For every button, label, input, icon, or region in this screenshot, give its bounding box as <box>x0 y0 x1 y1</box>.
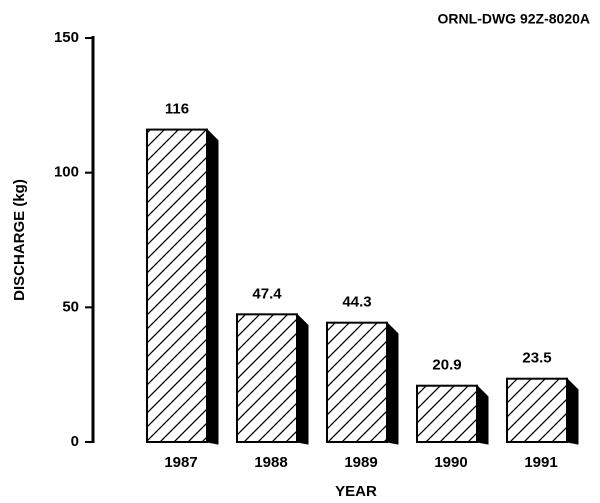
x-tick-label: 1989 <box>344 454 377 471</box>
bar-side <box>566 377 579 445</box>
bar-side <box>386 321 399 445</box>
x-tick-label: 1991 <box>524 454 557 471</box>
data-label: 47.4 <box>252 285 282 302</box>
data-label: 116 <box>165 101 189 118</box>
y-tick-label: 100 <box>54 164 79 181</box>
bar-side <box>476 384 489 445</box>
bar <box>416 384 478 443</box>
bar-side <box>296 313 309 445</box>
y-tick-label: 150 <box>54 29 79 46</box>
data-label: 44.3 <box>342 294 371 311</box>
bar <box>326 321 388 443</box>
y-tick-label: 50 <box>62 298 79 315</box>
x-tick-label: 1990 <box>434 454 467 471</box>
y-tick-label: 0 <box>71 433 79 450</box>
data-label: 23.5 <box>522 350 551 367</box>
bar-side <box>206 128 219 445</box>
data-label: 20.9 <box>432 357 461 374</box>
x-tick-label: 1988 <box>254 454 287 471</box>
bar <box>236 313 298 443</box>
y-axis-label: DISCHARGE (kg) <box>11 179 28 301</box>
bar <box>146 128 208 443</box>
bar <box>506 377 568 443</box>
x-axis-label: YEAR <box>335 483 377 500</box>
x-tick-label: 1987 <box>164 454 197 471</box>
annotation: ORNL-DWG 92Z-8020A <box>438 11 590 27</box>
